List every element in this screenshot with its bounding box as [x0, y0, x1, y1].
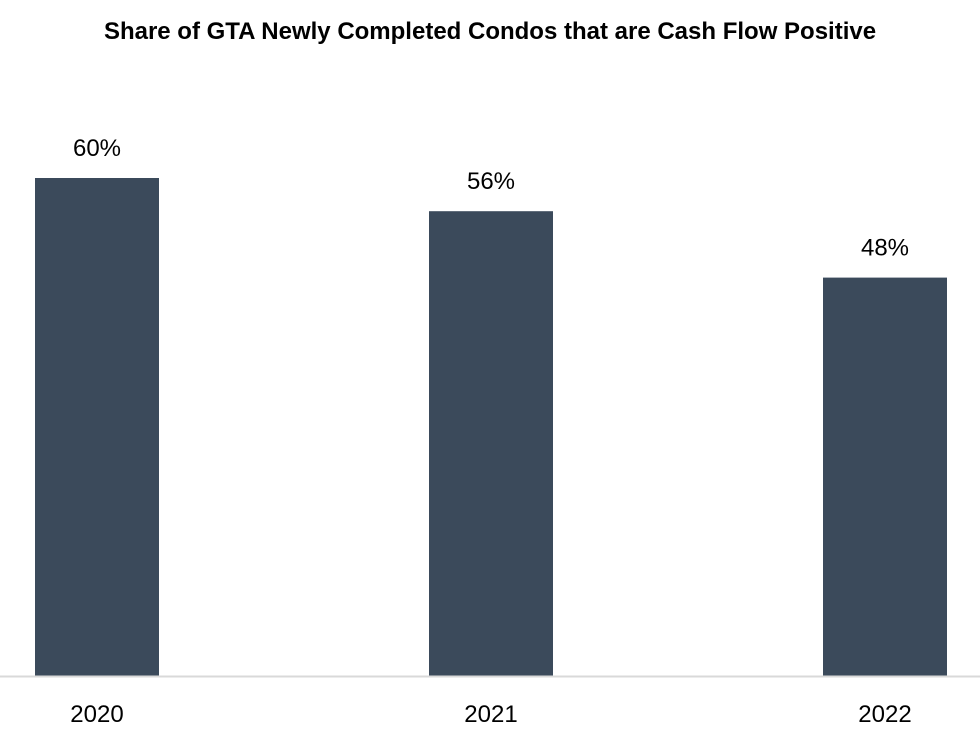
value-label-2021: 56% [467, 168, 515, 195]
x-tick-label-2021: 2021 [464, 701, 517, 728]
x-tick-label-2022: 2022 [858, 701, 911, 728]
chart-title: Share of GTA Newly Completed Condos that… [103, 18, 877, 45]
x-tick-labels-group: 2020 2021 2022 [70, 701, 911, 728]
bar-2022 [823, 277, 947, 676]
bar-2020 [35, 178, 159, 676]
x-tick-label-2020: 2020 [70, 701, 123, 728]
value-label-2022: 48% [861, 235, 909, 262]
bars-group [35, 178, 947, 676]
bar-2021 [429, 211, 553, 676]
value-labels-group: 60% 56% 48% [73, 135, 909, 262]
value-label-2020: 60% [73, 135, 121, 162]
